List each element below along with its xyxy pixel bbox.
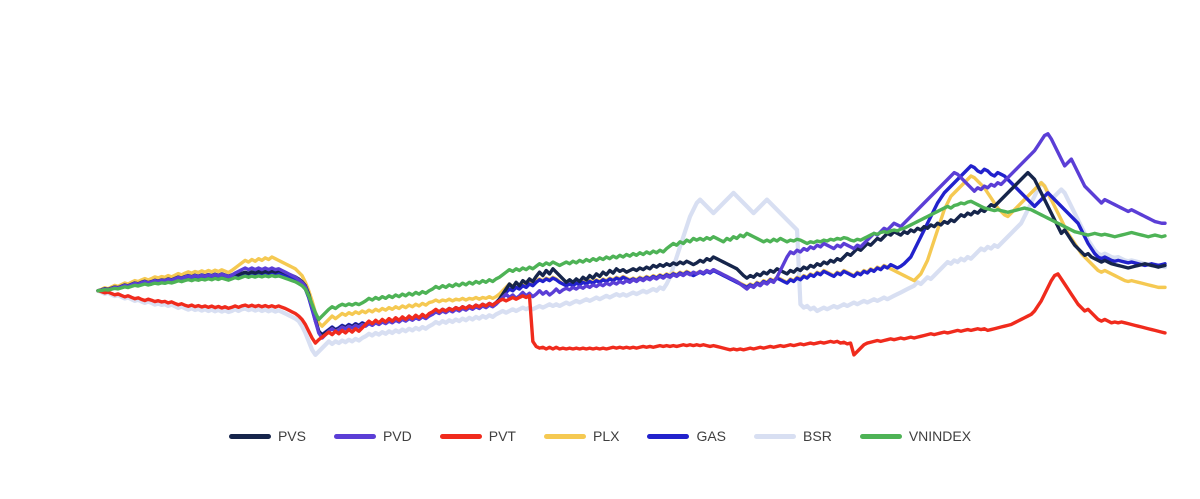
legend-label: GAS — [696, 428, 727, 444]
series-line-pvd — [96, 132, 1167, 340]
series-line-plx — [96, 174, 1167, 328]
legend-label: BSR — [803, 428, 832, 444]
chart-container — [0, 105, 1200, 420]
series-line-bsr — [95, 180, 1168, 357]
series-lines — [95, 132, 1168, 357]
legend-swatch-icon — [647, 433, 690, 439]
chart-legend: PVS PVD PVT PLX GAS BSR VNINDEX — [0, 428, 1200, 444]
legend-label: VNINDEX — [908, 428, 972, 444]
legend-swatch-icon — [543, 433, 586, 439]
line-chart — [95, 132, 1168, 357]
series-line-vnindex — [96, 199, 1167, 322]
legend-label: PVT — [488, 428, 516, 444]
legend-label: PLX — [592, 428, 620, 444]
legend-swatch-icon — [439, 433, 482, 439]
legend-item-bsr[interactable]: BSR — [754, 428, 832, 444]
legend-label: PVD — [382, 428, 412, 444]
legend-item-gas[interactable]: GAS — [647, 428, 726, 444]
legend-swatch-icon — [228, 433, 271, 439]
legend-swatch-icon — [333, 433, 376, 439]
legend-item-vnindex[interactable]: VNINDEX — [859, 428, 972, 444]
legend-item-pvd[interactable]: PVD — [333, 428, 412, 444]
legend-swatch-icon — [859, 433, 902, 439]
legend-label: PVS — [277, 428, 306, 444]
legend-item-pvt[interactable]: PVT — [439, 428, 516, 444]
series-line-pvt — [96, 272, 1167, 357]
legend-swatch-icon — [754, 433, 797, 439]
legend-item-pvs[interactable]: PVS — [228, 428, 306, 444]
legend-item-plx[interactable]: PLX — [543, 428, 620, 444]
